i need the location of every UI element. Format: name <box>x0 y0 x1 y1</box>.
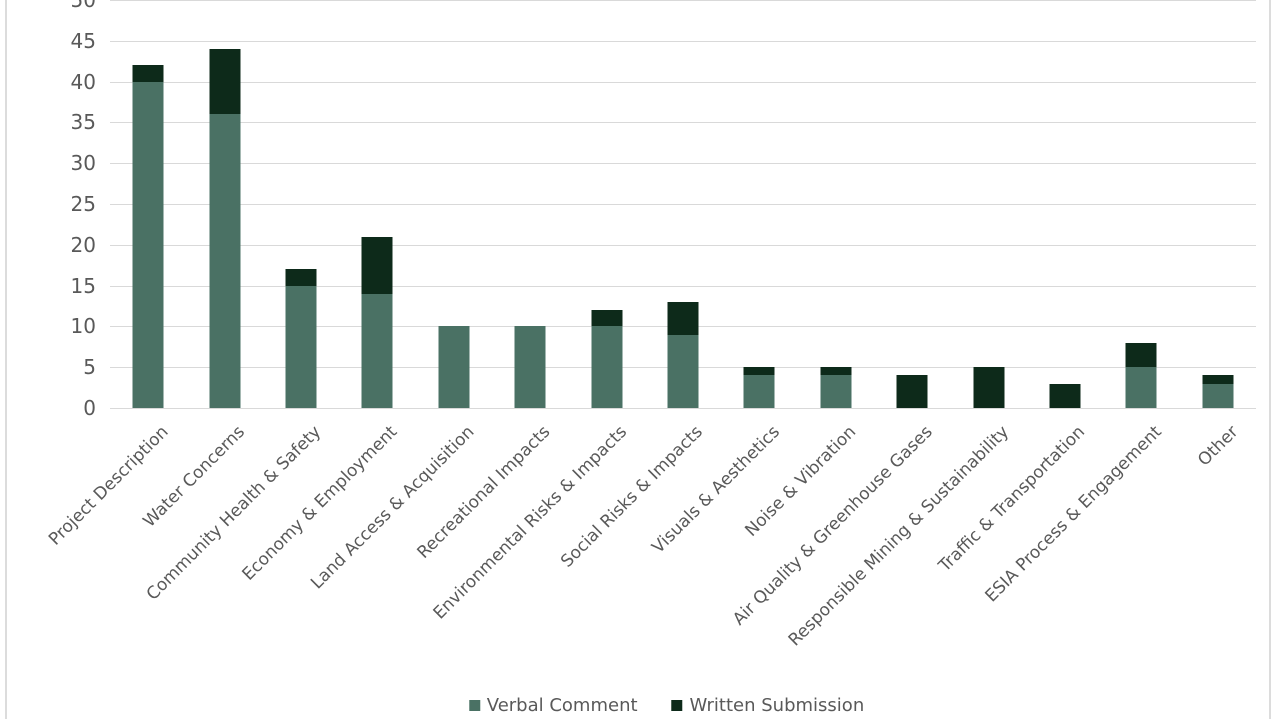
category-slot <box>492 0 568 408</box>
gridline-25 <box>110 204 1256 205</box>
y-tick-label-25: 25 <box>70 192 96 216</box>
category-slot <box>721 0 797 408</box>
category-slot <box>874 0 950 408</box>
category-slot <box>568 0 644 408</box>
bar-segment-written-submission <box>591 310 623 327</box>
gridline-50 <box>110 0 1256 1</box>
bar-segment-verbal-comment <box>667 334 699 408</box>
gridline-20 <box>110 244 1256 246</box>
bar-segment-verbal-comment <box>743 375 775 408</box>
bar-segment-verbal-comment <box>438 326 470 408</box>
category-slot <box>1027 0 1103 408</box>
bar-segment-written-submission <box>820 367 852 376</box>
bar-5 <box>438 326 470 408</box>
bar-13 <box>1049 383 1081 408</box>
category-slot <box>339 0 415 408</box>
legend-item-verbal-comment: Verbal Comment <box>468 695 638 716</box>
bar-segment-written-submission <box>132 65 164 82</box>
bar-segment-written-submission <box>1049 383 1081 408</box>
y-tick-label-45: 45 <box>70 28 96 53</box>
bar-segment-written-submission <box>361 236 393 294</box>
gridline-45 <box>110 40 1256 42</box>
bar-segment-written-submission <box>667 301 699 335</box>
legend: Verbal Comment Written Submission <box>468 695 865 716</box>
bar-segment-written-submission <box>896 375 928 408</box>
legend-swatch-written-submission-icon <box>671 700 683 711</box>
category-label: Other <box>1193 422 1242 471</box>
bar-6 <box>514 326 546 408</box>
category-label: Land Access & Acquisition <box>306 422 478 594</box>
category-label: Economy & Employment <box>238 422 402 585</box>
category-slot <box>1180 0 1256 408</box>
y-tick-label-30: 30 <box>70 151 96 176</box>
y-tick-label-35: 35 <box>70 110 96 135</box>
legend-item-written-submission: Written Submission <box>671 695 865 716</box>
bar-segment-verbal-comment <box>514 326 546 408</box>
bar-4 <box>361 236 393 408</box>
gridline-30 <box>110 163 1256 165</box>
bar-segment-written-submission <box>1202 375 1234 384</box>
gridline-15 <box>110 285 1256 287</box>
bar-segment-verbal-comment <box>1202 383 1234 408</box>
y-tick-label-10: 10 <box>70 314 96 339</box>
bar-segment-verbal-comment <box>820 375 852 408</box>
y-tick-label-20: 20 <box>70 232 96 257</box>
bar-15 <box>1202 375 1234 408</box>
y-tick-label-15: 15 <box>70 273 96 298</box>
category-label: Social Risks & Impacts <box>557 422 708 572</box>
bar-3 <box>285 269 317 408</box>
bar-segment-written-submission <box>209 48 241 115</box>
y-tick-label-40: 40 <box>70 69 96 94</box>
category-slot <box>416 0 492 408</box>
bar-10 <box>820 367 852 408</box>
bar-12 <box>973 367 1005 408</box>
bar-segment-verbal-comment <box>1125 367 1157 408</box>
category-slot <box>263 0 339 408</box>
category-slot <box>110 0 186 408</box>
category-label: Recreational Impacts <box>413 422 555 563</box>
bar-segment-written-submission <box>973 367 1005 408</box>
chart-border-right <box>1269 0 1271 719</box>
bar-segment-written-submission <box>1125 342 1157 368</box>
bar-11 <box>896 375 928 408</box>
bar-7 <box>591 310 623 408</box>
bar-segment-verbal-comment <box>132 81 164 408</box>
gridline-0 <box>110 408 1256 409</box>
bar-14 <box>1125 342 1157 408</box>
gridline-35 <box>110 122 1256 124</box>
bar-9 <box>743 367 775 408</box>
y-tick-label-0: 0 <box>83 396 96 420</box>
bar-segment-verbal-comment <box>361 293 393 408</box>
category-slot <box>645 0 721 408</box>
bar-2 <box>209 48 241 408</box>
bar-segment-verbal-comment <box>209 114 241 408</box>
category-label: Visuals & Aesthetics <box>647 422 784 558</box>
gridline-40 <box>110 81 1256 83</box>
chart-border-left <box>5 0 7 719</box>
legend-label-verbal-comment: Verbal Comment <box>486 695 638 716</box>
bar-1 <box>132 65 164 408</box>
bar-segment-written-submission <box>743 367 775 376</box>
bar-segment-verbal-comment <box>285 285 317 408</box>
category-label: Traffic & Transportation <box>935 422 1090 577</box>
bar-8 <box>667 301 699 408</box>
x-axis: Project Description Water Concerns Communi… <box>45 408 1256 688</box>
legend-label-written-submission: Written Submission <box>689 695 865 716</box>
bar-segment-verbal-comment <box>591 326 623 408</box>
category-slot <box>1103 0 1179 408</box>
category-slot <box>186 0 262 408</box>
bar-segment-written-submission <box>285 269 317 286</box>
category-slot <box>798 0 874 408</box>
category-slot <box>950 0 1026 408</box>
y-tick-label-50: 50 <box>70 0 96 12</box>
y-tick-label-5: 5 <box>83 355 96 380</box>
plot-area <box>110 0 1256 408</box>
legend-swatch-verbal-comment-icon <box>468 700 480 711</box>
